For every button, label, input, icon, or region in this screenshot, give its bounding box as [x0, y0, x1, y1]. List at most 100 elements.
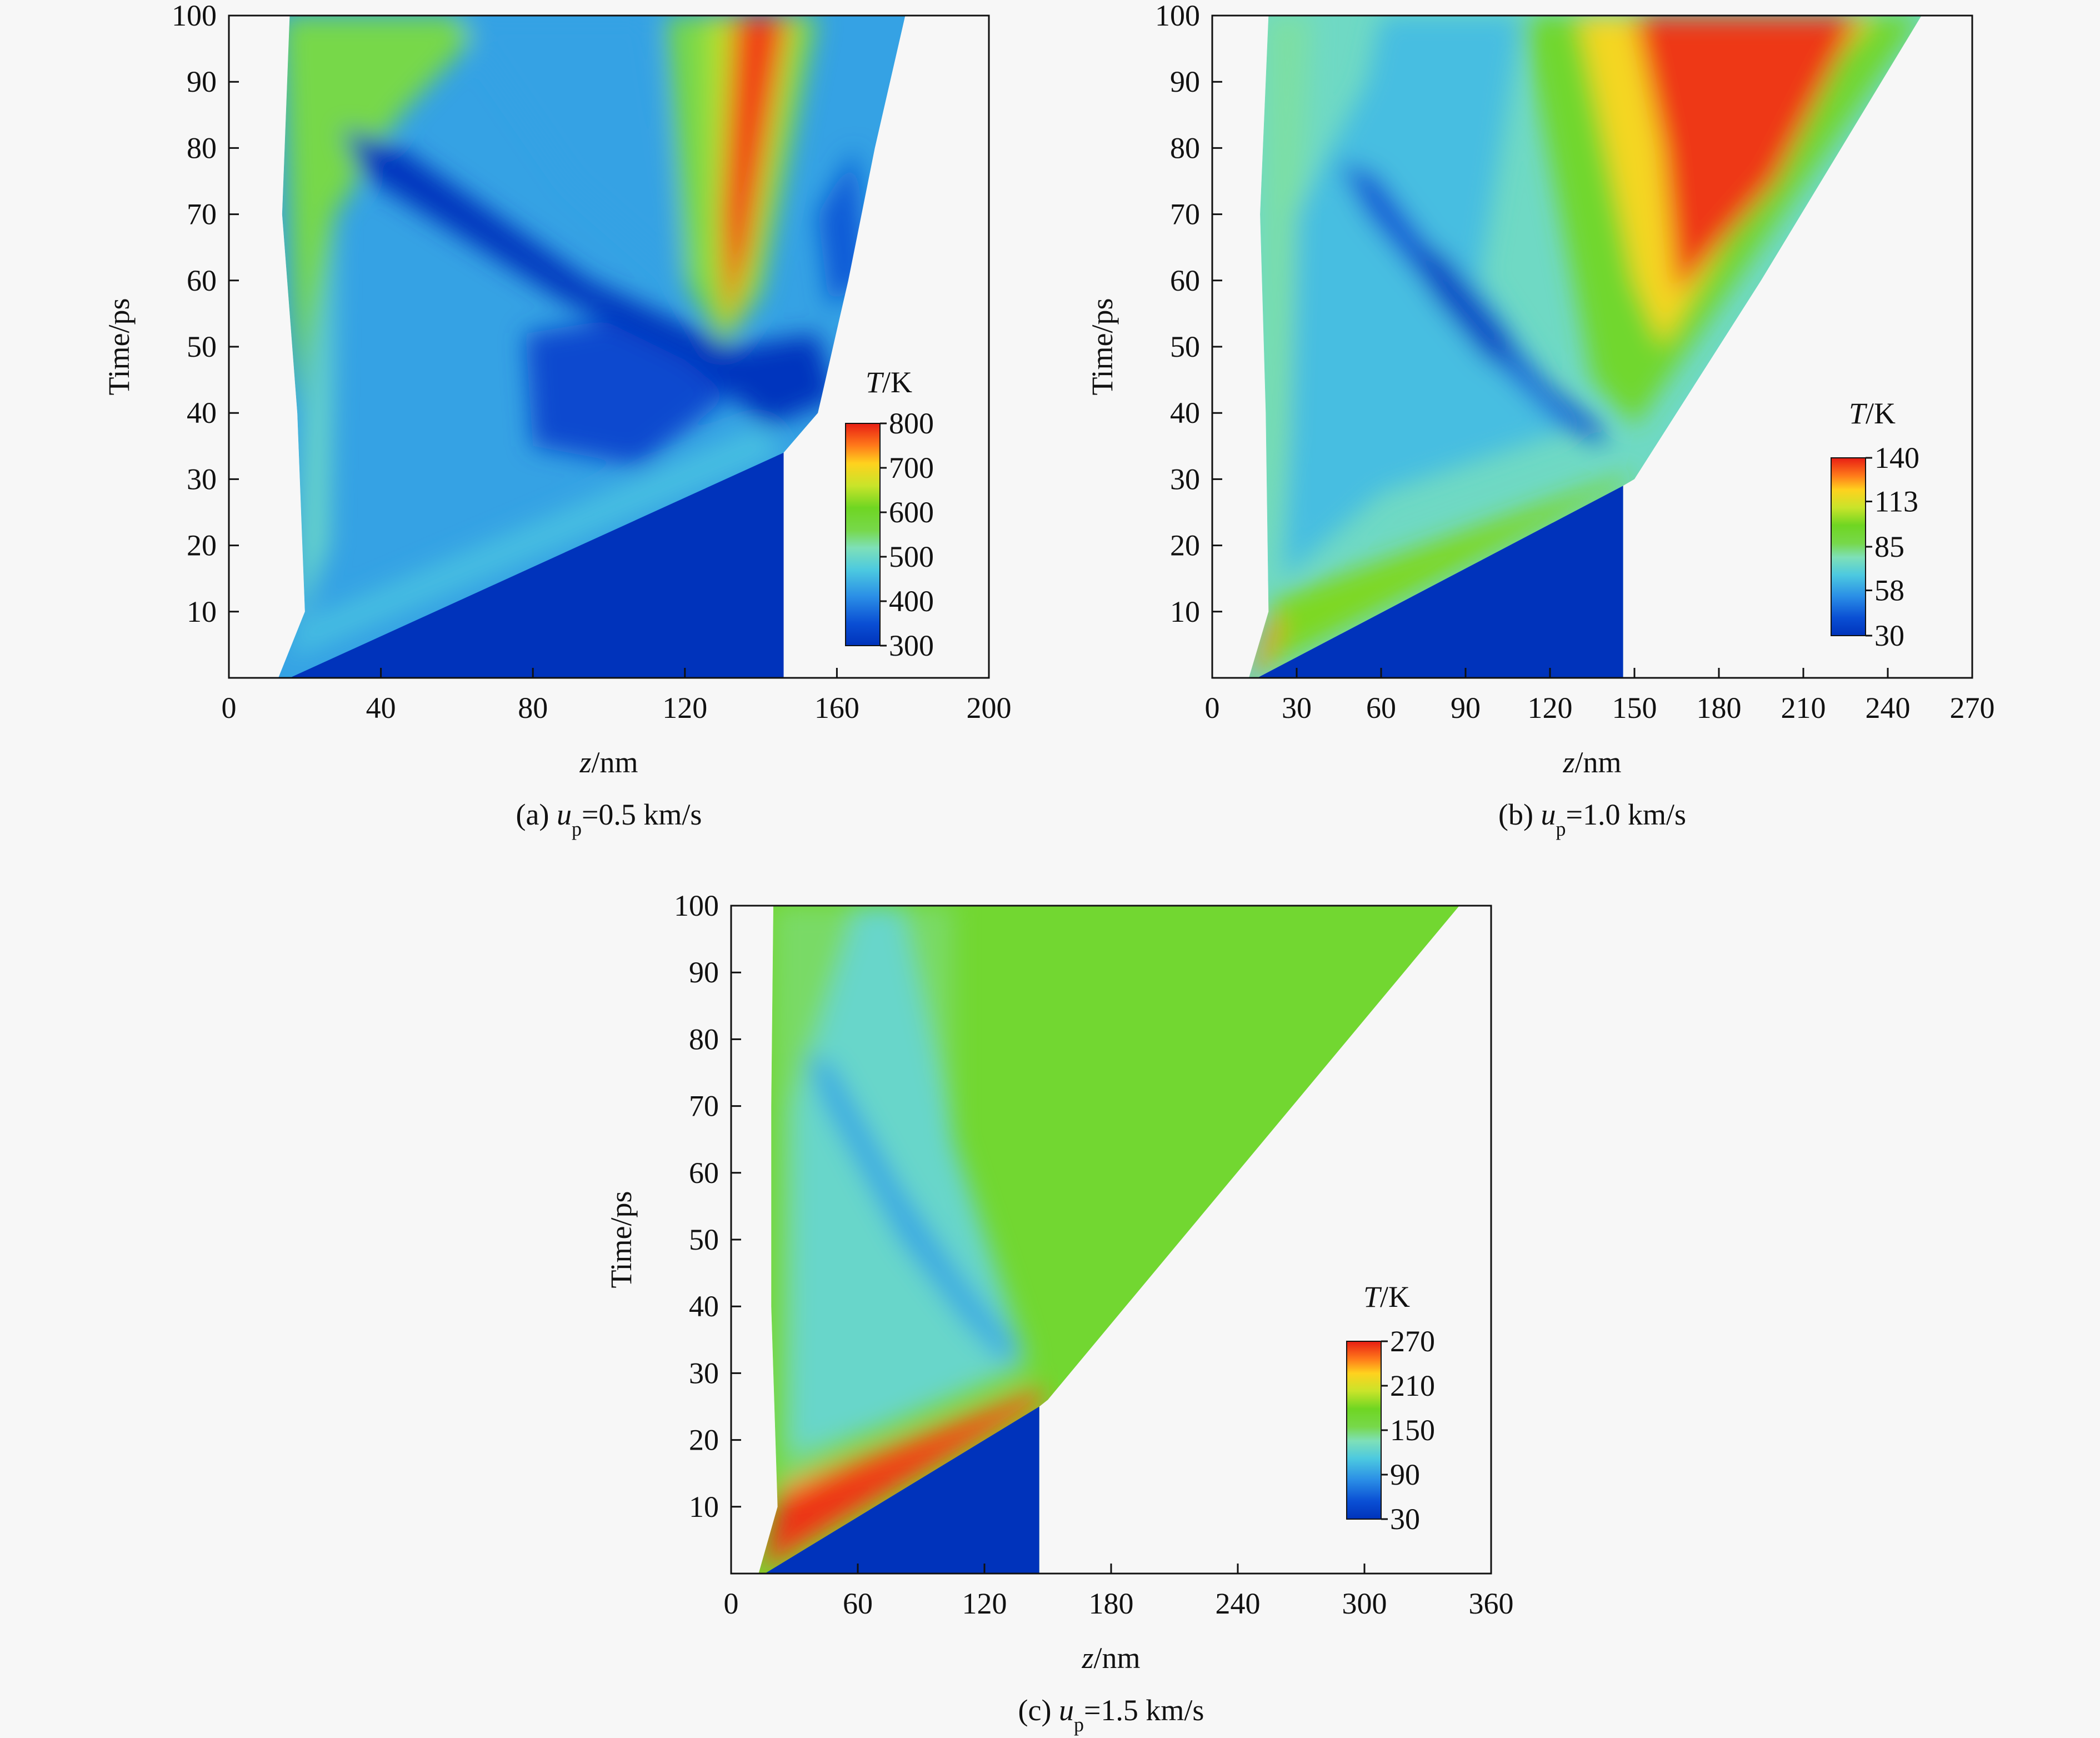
y-axis-ticks: 10 20 30 40 50 60 70 80 90 100: [674, 889, 741, 1524]
heatmap-region-hottest-fan: [1634, 16, 1860, 294]
y-tick-label: 30: [1170, 462, 1200, 496]
y-tick-label: 30: [187, 462, 217, 496]
colorbar-tick-label: 270: [1390, 1325, 1435, 1358]
panel-caption: (b) up=1.0 km/s: [1498, 798, 1686, 840]
colorbar-title: T/K: [1849, 397, 1896, 430]
caption-sub: p: [572, 818, 582, 840]
x-axis-var: z: [1562, 746, 1574, 779]
caption-var: u: [1059, 1694, 1074, 1727]
heatmap-region-left-band: [297, 214, 336, 625]
y-tick-label: 30: [689, 1356, 719, 1390]
panel-caption: (a) up=0.5 km/s: [516, 798, 702, 840]
caption-prefix: (a): [516, 798, 557, 831]
caption-prefix: (c): [1018, 1694, 1059, 1727]
y-tick-label: 70: [187, 198, 217, 231]
x-axis-var: z: [1081, 1641, 1093, 1675]
y-tick-label: 60: [1170, 264, 1200, 297]
y-tick-label: 20: [187, 529, 217, 562]
y-axis-label: Time/ps: [102, 298, 136, 395]
panel-c: 0 60 120 180 240 300 360 10 20 30 40 50 60 70 80 90 100…: [604, 889, 1514, 1736]
heatmap-plot-area: [758, 906, 1459, 1574]
x-tick-label: 120: [962, 1587, 1007, 1620]
caption-prefix: (b): [1498, 798, 1541, 831]
y-tick-label: 20: [1170, 529, 1200, 562]
x-tick-label: 270: [1950, 691, 1995, 725]
colorbar-tick-label: 600: [889, 496, 934, 529]
y-tick-label: 70: [689, 1090, 719, 1123]
heatmap-region-hot-plume-core: [723, 16, 788, 327]
heatmap-plot-area: [278, 16, 906, 678]
colorbar-gradient: [1831, 457, 1866, 636]
colorbar-tick-label: 210: [1390, 1369, 1435, 1402]
x-tick-label: 120: [662, 691, 707, 725]
heatmap-plot-area: [1248, 16, 1922, 678]
heatmap-region-cool-wedge: [1282, 16, 1578, 579]
x-tick-label: 40: [366, 691, 396, 725]
x-tick-label: 60: [843, 1587, 873, 1620]
heatmap-features: [282, 16, 868, 658]
x-axis-label: z/nm: [1081, 1641, 1140, 1675]
x-axis-unit: /nm: [1575, 746, 1622, 779]
x-axis-label: z/nm: [579, 746, 638, 779]
y-tick-label: 90: [689, 956, 719, 989]
x-axis-label: z/nm: [1562, 746, 1621, 779]
y-tick-label: 80: [689, 1022, 719, 1056]
colorbar-tick-label: 150: [1390, 1414, 1435, 1447]
x-axis-unit: /nm: [592, 746, 638, 779]
colorbar-tick-label: 90: [1390, 1458, 1420, 1491]
caption-value: =1.5 km/s: [1084, 1694, 1204, 1727]
x-tick-label: 200: [967, 691, 1012, 725]
colorbar-tick-label: 58: [1874, 574, 1904, 607]
heatmap-region-unshocked: [1257, 486, 1623, 678]
x-tick-label: 180: [1697, 691, 1742, 725]
y-tick-label: 40: [689, 1290, 719, 1323]
heatmap-features: [1248, 16, 1922, 678]
colorbar-gradient: [845, 423, 881, 646]
heatmap-region-upper-left-warm: [282, 16, 495, 413]
x-tick-label: 360: [1469, 1587, 1514, 1620]
colorbar: 800 700 600 500 400 300: [845, 407, 934, 662]
y-tick-label: 50: [1170, 330, 1200, 363]
y-tick-label: 40: [1170, 396, 1200, 429]
x-tick-label: 0: [724, 1587, 739, 1620]
y-axis-ticks: 10 20 30 40 50 60 70 80 90 100: [1155, 0, 1222, 628]
y-tick-label: 100: [1155, 0, 1200, 32]
x-tick-label: 180: [1089, 1587, 1134, 1620]
colorbar-var: T: [866, 366, 884, 399]
y-tick-label: 60: [689, 1156, 719, 1190]
x-tick-label: 240: [1216, 1587, 1261, 1620]
heatmap-region-front-hottest: [763, 1393, 1042, 1567]
heatmap-region-cold-diagonal: [805, 1052, 1016, 1367]
x-tick-label: 0: [222, 691, 237, 725]
heatmap-region-shock-front-band: [289, 426, 784, 658]
colorbar-unit: /K: [1380, 1280, 1410, 1314]
x-tick-label: 30: [1282, 691, 1312, 725]
colorbar-tick-label: 800: [889, 407, 934, 440]
y-tick-label: 70: [1170, 198, 1200, 231]
colorbar-unit: /K: [882, 366, 912, 399]
heatmap-features: [758, 906, 1044, 1574]
colorbar-tick-label: 140: [1874, 441, 1919, 475]
colorbar-tick-label: 400: [889, 585, 934, 618]
colorbar-title: T/K: [866, 366, 912, 399]
y-tick-label: 40: [187, 396, 217, 429]
x-tick-label: 300: [1342, 1587, 1387, 1620]
x-axis-ticks: 0 60 120 180 240 300 360: [724, 1564, 1514, 1620]
y-tick-label: 100: [172, 0, 217, 32]
colorbar-unit: /K: [1866, 397, 1896, 430]
colorbar-tick-label: 30: [1874, 619, 1904, 652]
x-tick-label: 120: [1528, 691, 1573, 725]
heatmap-region-left-band: [1266, 16, 1311, 598]
y-tick-label: 100: [674, 889, 719, 922]
y-tick-label: 90: [187, 65, 217, 98]
y-axis-label: Time/ps: [1086, 298, 1119, 395]
heatmap-region-cold-core: [1409, 241, 1522, 367]
y-tick-label: 50: [187, 330, 217, 363]
heatmap-region-corner-hot: [1248, 611, 1283, 678]
x-tick-label: 240: [1866, 691, 1911, 725]
heatmap-fill: [278, 16, 906, 678]
x-tick-label: 0: [1205, 691, 1220, 725]
x-tick-label: 60: [1366, 691, 1396, 725]
colorbar-gradient: [1346, 1341, 1382, 1520]
colorbar-tick-label: 500: [889, 540, 934, 573]
